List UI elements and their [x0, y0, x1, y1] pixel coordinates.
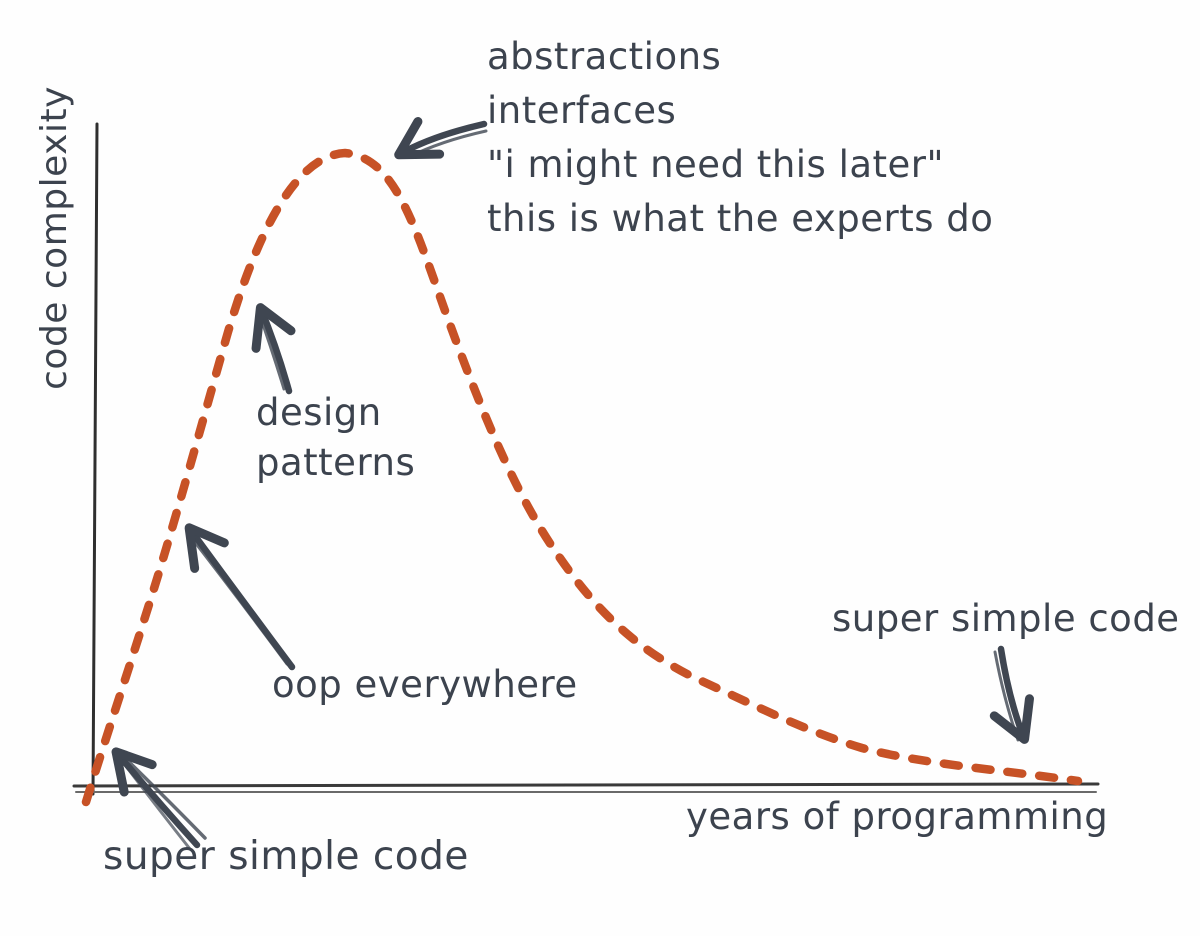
- arrow-peak-annotation: [394, 117, 488, 160]
- y-axis: [91, 122, 99, 796]
- design-patterns-line: patterns: [256, 441, 416, 484]
- arrow-design-patterns: [251, 303, 296, 395]
- arrow-oop-everywhere: [184, 523, 296, 671]
- peak-annotation-line: interfaces: [487, 89, 677, 132]
- arrow-origin-simple-code: [111, 747, 207, 851]
- design-patterns-line: design: [256, 391, 382, 434]
- origin-simple-code-annotation: super simple code: [103, 834, 469, 879]
- peak-annotation-line: this is what the experts do: [487, 197, 994, 240]
- oop-everywhere-annotation: oop everywhere: [272, 663, 578, 706]
- design-patterns-annotation: design patterns: [256, 388, 415, 488]
- arrow-tail-simple-code: [989, 645, 1034, 744]
- peak-annotation-text: abstractions interfaces "i might need th…: [487, 30, 993, 246]
- x-axis: [72, 782, 1100, 793]
- complexity-curve: [81, 148, 1083, 807]
- tail-simple-code-annotation: super simple code: [832, 597, 1180, 640]
- x-axis-label: years of programming: [686, 795, 1109, 838]
- peak-annotation-line: abstractions: [487, 35, 722, 78]
- y-axis-label: code complexity: [34, 86, 75, 390]
- peak-annotation-line: "i might need this later": [487, 143, 945, 186]
